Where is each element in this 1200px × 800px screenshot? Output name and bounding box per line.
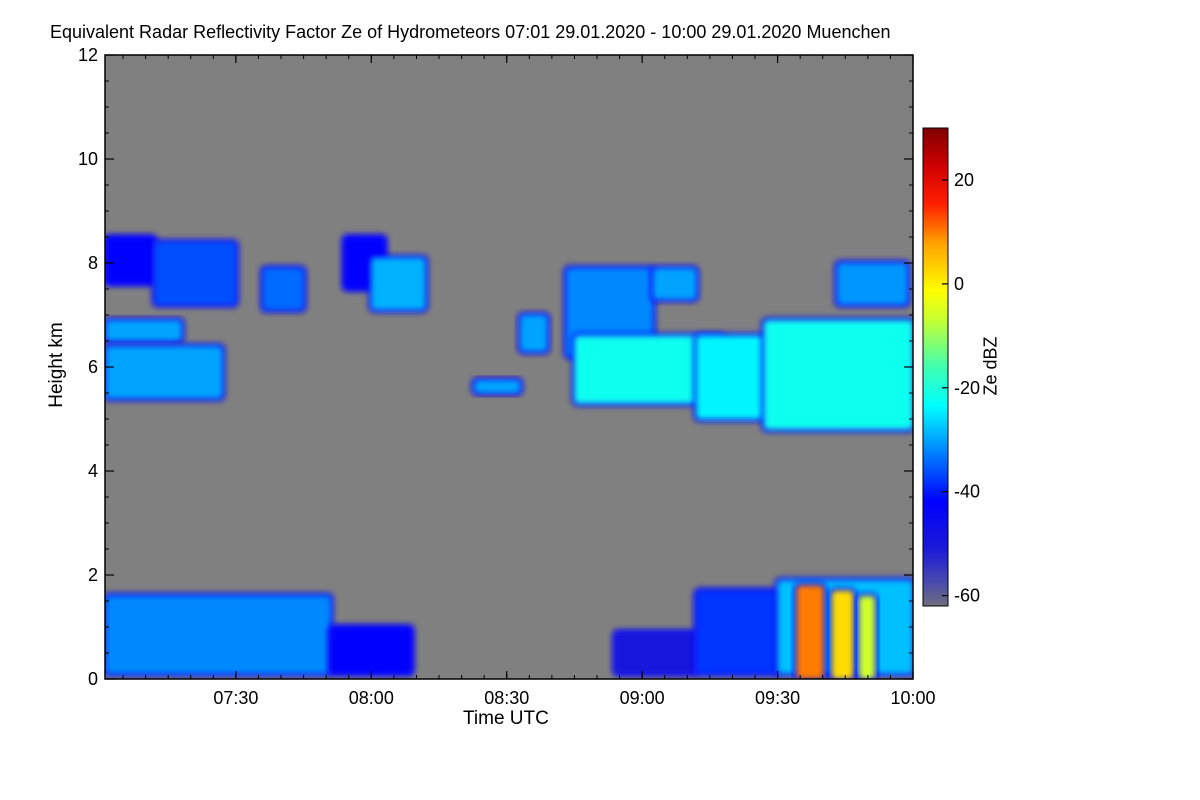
- colorbar: [922, 127, 949, 607]
- echo-region: [105, 320, 182, 341]
- y-tick-label: 4: [88, 461, 98, 481]
- echo-region: [371, 257, 426, 310]
- echo-region: [858, 595, 876, 679]
- x-tick-label: 10:00: [890, 688, 935, 708]
- echo-region: [652, 268, 697, 300]
- echo-region: [837, 263, 908, 305]
- x-tick-label: 08:00: [349, 688, 394, 708]
- y-tick-label: 6: [88, 357, 98, 377]
- echo-region: [796, 585, 824, 679]
- colorbar-tick-label: -20: [954, 378, 980, 398]
- x-tick-label: 07:30: [213, 688, 258, 708]
- y-tick-label: 2: [88, 565, 98, 585]
- colorbar-tick-label: -40: [954, 482, 980, 502]
- echo-region: [105, 346, 223, 399]
- y-tick-label: 10: [78, 149, 98, 169]
- colorbar-tick-label: -60: [954, 586, 980, 606]
- x-tick-label: 08:30: [484, 688, 529, 708]
- echo-region: [330, 627, 412, 674]
- echo-region: [154, 242, 236, 305]
- x-tick-label: 09:00: [620, 688, 665, 708]
- echo-region: [262, 268, 304, 310]
- echo-region: [105, 237, 155, 284]
- echo-region: [615, 632, 697, 674]
- colorbar-tick-label: 20: [954, 170, 974, 190]
- x-tick-label: 09:30: [755, 688, 800, 708]
- echo-region: [520, 315, 548, 352]
- chart-title: Equivalent Radar Reflectivity Factor Ze …: [50, 22, 891, 42]
- y-tick-label: 0: [88, 669, 98, 689]
- echo-region: [474, 380, 521, 393]
- echo-region: [105, 595, 331, 674]
- y-tick-label: 12: [78, 45, 98, 65]
- y-tick-label: 8: [88, 253, 98, 273]
- x-axis-label: Time UTC: [463, 708, 549, 729]
- colorbar-tick-label: 0: [954, 274, 964, 294]
- echo-region: [764, 320, 913, 430]
- echo-region: [696, 590, 778, 674]
- echo-region: [574, 335, 724, 404]
- echo-region: [831, 590, 854, 679]
